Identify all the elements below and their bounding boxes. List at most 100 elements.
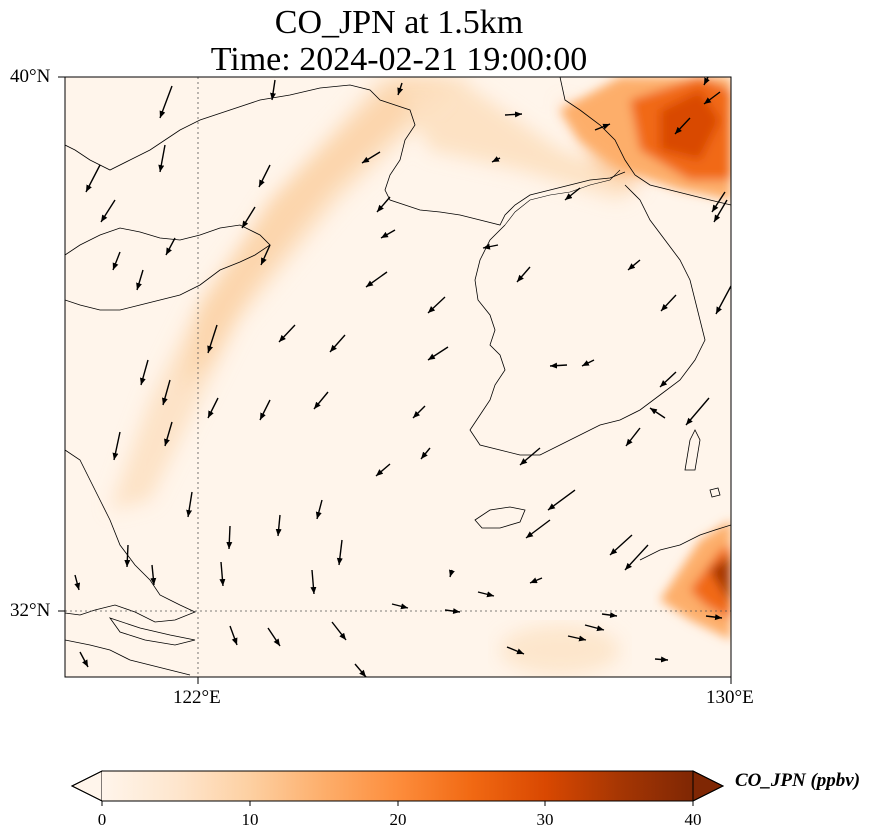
lat-tick-32n: 32°N [10,600,51,621]
wind-arrow [705,614,723,621]
wind-arrow [159,85,173,119]
wind-arrow [703,77,710,86]
wind-arrow [186,491,193,518]
wind-arrow [165,237,176,256]
wind-arrow [207,397,219,419]
wind-arrow [112,251,121,271]
wind-arrow [112,431,121,461]
wind-arrow [150,564,157,586]
map-title-line1: CO_JPN at 1.5km [274,4,524,41]
wind-arrow [660,294,677,312]
wind-arrow [594,123,611,131]
wind-arrow [654,656,669,663]
wind-arrow [315,499,323,520]
wind-arrow [74,574,81,591]
wind-arrow [601,612,618,619]
wind-arrow [674,117,691,135]
wind-arrow [584,624,605,632]
wind-arrow [124,544,131,568]
wind-arrow [313,391,329,410]
wind-arrow [354,663,367,677]
colorbar-gradient [102,771,693,801]
wind-arrow [506,646,525,655]
wind-arrow [100,199,116,223]
wind-arrow [229,625,238,646]
wind-arrow [659,371,677,388]
colorbar-tick-0: 0 [97,810,107,829]
map-title-line2: Time: 2024-02-21 19:00:00 [210,41,588,78]
wind-arrow [444,608,461,615]
wind-arrow [136,269,144,291]
colorbar-tick-30: 30 [536,810,554,829]
wind-arrow [516,266,531,283]
wind-arrow [504,111,523,118]
lon-tick-122e: 122°E [173,687,221,708]
wind-arrow [482,243,499,250]
wind-arrow [391,603,409,610]
wind-arrow [713,199,728,223]
wind-arrow [567,635,587,642]
colorbar-min-extension [70,770,103,802]
wind-arrow [529,577,543,584]
wind-arrow [161,379,171,406]
wind-arrow [361,151,381,164]
wind-arrow [420,447,431,460]
wind-arrow [270,79,277,101]
wind-arrow [519,447,541,466]
wind-arrow [164,421,173,447]
wind-arrow [715,285,731,315]
wind-vectors [74,77,731,677]
lat-tick-40n: 40°N [10,66,51,87]
wind-arrow [564,187,581,201]
wind-arrow [703,91,721,105]
wind-arrow [625,427,641,447]
coastlines [65,77,731,676]
wind-arrow [310,569,317,595]
wind-arrow [219,561,226,587]
colorbar-max-extension [692,770,725,802]
wind-arrow [258,164,271,188]
wind-arrow [380,229,396,239]
wind-arrow [412,405,426,419]
wind-arrow [267,627,281,647]
map-frame [64,76,732,678]
wind-arrow [331,621,347,641]
colorbar-tick-40: 40 [684,810,702,829]
wind-arrow [525,519,551,539]
wind-arrow [260,244,271,266]
wind-arrow [226,525,233,550]
wind-arrow [549,362,568,369]
wind-arrow [329,334,346,353]
wind-arrow [477,591,495,598]
wind-arrow [427,346,449,361]
wind-arrow [624,544,649,571]
wind-arrow [275,514,282,537]
wind-arrow [207,324,218,354]
wind-arrow [241,206,256,229]
wind-arrow [259,399,271,421]
colorbar-tick-20: 20 [389,810,407,829]
wind-arrow [336,539,343,566]
wind-arrow [491,156,501,163]
wind-arrow [158,144,166,173]
wind-arrow [376,196,391,213]
wind-arrow [139,359,149,386]
wind-arrow [649,407,666,419]
wind-arrow [627,259,641,271]
wind-arrow [449,569,455,578]
wind-arrow [79,651,89,668]
wind-arrow [711,191,726,213]
wind-arrow [427,296,446,314]
wind-arrow [685,397,710,426]
wind-arrow [365,271,388,288]
wind-arrow [547,489,576,511]
concentration-field [65,77,731,677]
wind-arrow [85,164,101,193]
wind-arrow [397,82,404,96]
wind-arrow [375,463,391,477]
wind-arrow [581,359,595,367]
map-plot [58,76,732,684]
lon-tick-130e: 130°E [706,687,754,708]
wind-arrow [278,324,296,343]
wind-arrow [609,534,633,556]
